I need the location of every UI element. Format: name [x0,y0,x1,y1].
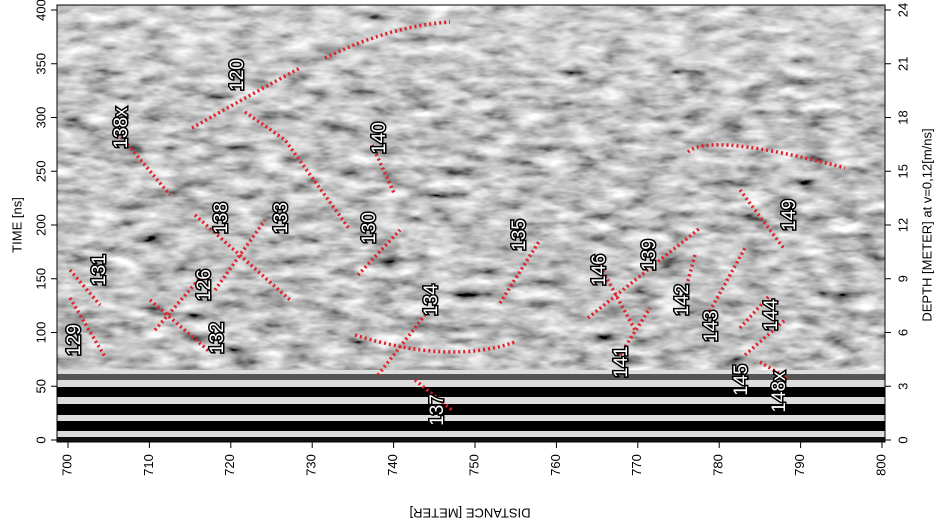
annotation-label: 132 [207,322,228,354]
annotation-label: 129 [64,324,85,356]
annotation-label: 141 [611,346,632,378]
x-tick-label: 700 [59,454,74,476]
y2-tick-label: 6 [895,329,910,336]
y2-tick-label: 21 [895,57,910,71]
y-tick-label: 200 [33,214,48,236]
annotation-label: 126 [194,269,215,301]
annotation-label: 139 [639,239,660,271]
y2-tick-label: 12 [895,218,910,232]
y2-tick-label: 18 [895,110,910,124]
y2-tick-label: 9 [895,275,910,282]
x-tick-label: 750 [466,454,481,476]
x-tick-label: 710 [141,454,156,476]
annotation-label: 146 [589,254,610,286]
annotation-label: 133 [271,202,292,234]
x-tick-label: 740 [385,454,400,476]
annotation-label: 120 [227,59,248,91]
annotation-label: 142 [672,284,693,316]
annotation-label: 149 [779,199,800,231]
x-tick-label: 770 [629,454,644,476]
annotation-label: 134 [421,284,442,316]
x-tick-label: 800 [873,454,888,476]
y2-tick-label: 24 [895,3,910,17]
annotation-label: 148x [769,371,790,413]
x-tick-label: 760 [548,454,563,476]
y-tick-label: 50 [33,379,48,393]
y-tick-label: 300 [33,107,48,129]
annotation-label: 138x [111,107,132,149]
y-tick-label: 400 [33,0,48,21]
annotation-label: 138 [211,202,232,234]
y2-tick-label: 15 [895,164,910,178]
y2-axis-title: DEPTH [METER] at v=0,12[m/ns] [919,128,934,321]
x-tick-label: 790 [792,454,807,476]
x-tick-label: 720 [222,454,237,476]
x-axis-title: DISTANCE [METER] [409,506,530,521]
annotation-label: 145 [731,364,752,396]
annotation-label: 137 [427,394,448,426]
y-tick-label: 350 [33,53,48,75]
y2-tick-label: 0 [895,436,910,443]
x-tick-label: 780 [711,454,726,476]
y-tick-label: 250 [33,160,48,182]
annotation-label: 143 [701,310,722,342]
x-tick-label: 730 [304,454,319,476]
y-tick-label: 0 [33,436,48,443]
radargram-image [57,5,885,442]
interpretation-lines [68,20,846,412]
y-tick-label: 150 [33,268,48,290]
y-tick-label: 100 [33,322,48,344]
plot-frame [56,4,886,443]
annotation-label: 130 [359,212,380,244]
annotation-label: 135 [509,219,530,251]
annotation-label: 131 [89,254,110,286]
annotation-label: 144 [761,299,782,331]
annotation-label: 140 [369,122,390,154]
y-axis-title: TIME [ns] [9,197,24,253]
y2-tick-label: 3 [895,383,910,390]
